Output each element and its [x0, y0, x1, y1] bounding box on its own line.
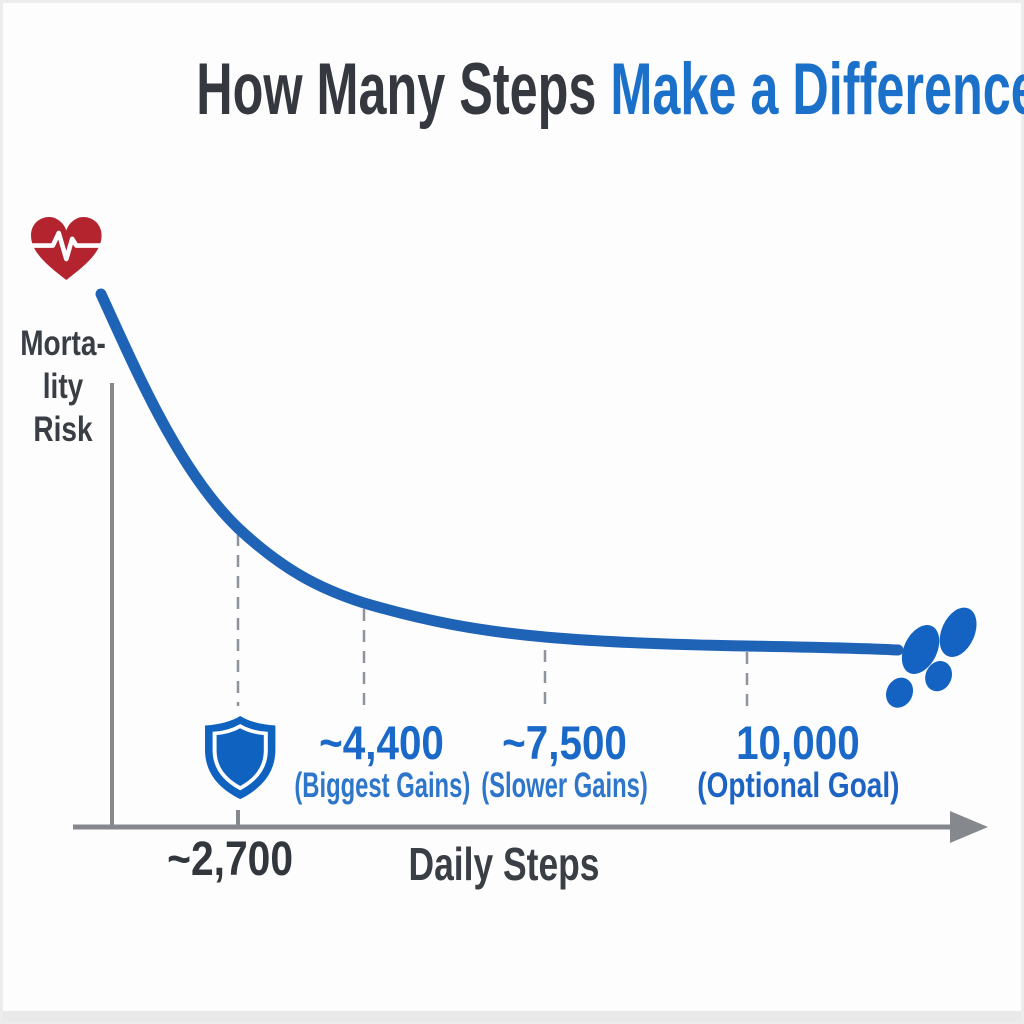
milestone-2700: ~2,700 — [80, 836, 380, 884]
footprints-icon — [886, 607, 977, 708]
milestone-value: ~7,500 — [502, 716, 628, 769]
milestone-value: ~2,700 — [167, 833, 293, 886]
milestone-value: ~4,400 — [319, 716, 445, 769]
milestone-10000: 10,000 (Optional Goal) — [628, 719, 968, 803]
title-highlight: Make a Difference? — [610, 49, 1024, 130]
milestone-caption: (Slower Gains) — [481, 766, 649, 805]
y-axis-label-line-2: lity — [42, 367, 84, 406]
x-axis-label: Daily Steps — [408, 838, 600, 890]
y-axis-label-line-1: Morta- — [20, 324, 106, 363]
milestone-caption: (Optional Goal) — [696, 766, 900, 805]
y-axis-label-line-3: Risk — [33, 410, 93, 449]
heart-pulse-icon — [30, 217, 103, 281]
y-axis-label: Morta- lity Risk — [19, 322, 107, 451]
title-text: How Many Steps — [196, 49, 597, 130]
arrow-right-icon — [950, 811, 988, 843]
milestone-7500: ~7,500 (Slower Gains) — [395, 719, 735, 803]
page-title: How Many Steps Make a Difference? — [0, 53, 1024, 126]
milestone-value: 10,000 — [736, 716, 860, 769]
shield-icon — [205, 715, 276, 800]
milestone-4400: ~4,400 (Biggest Gains) — [212, 719, 552, 803]
milestone-caption: (Biggest Gains) — [294, 766, 470, 805]
risk-curve — [95, 288, 904, 656]
